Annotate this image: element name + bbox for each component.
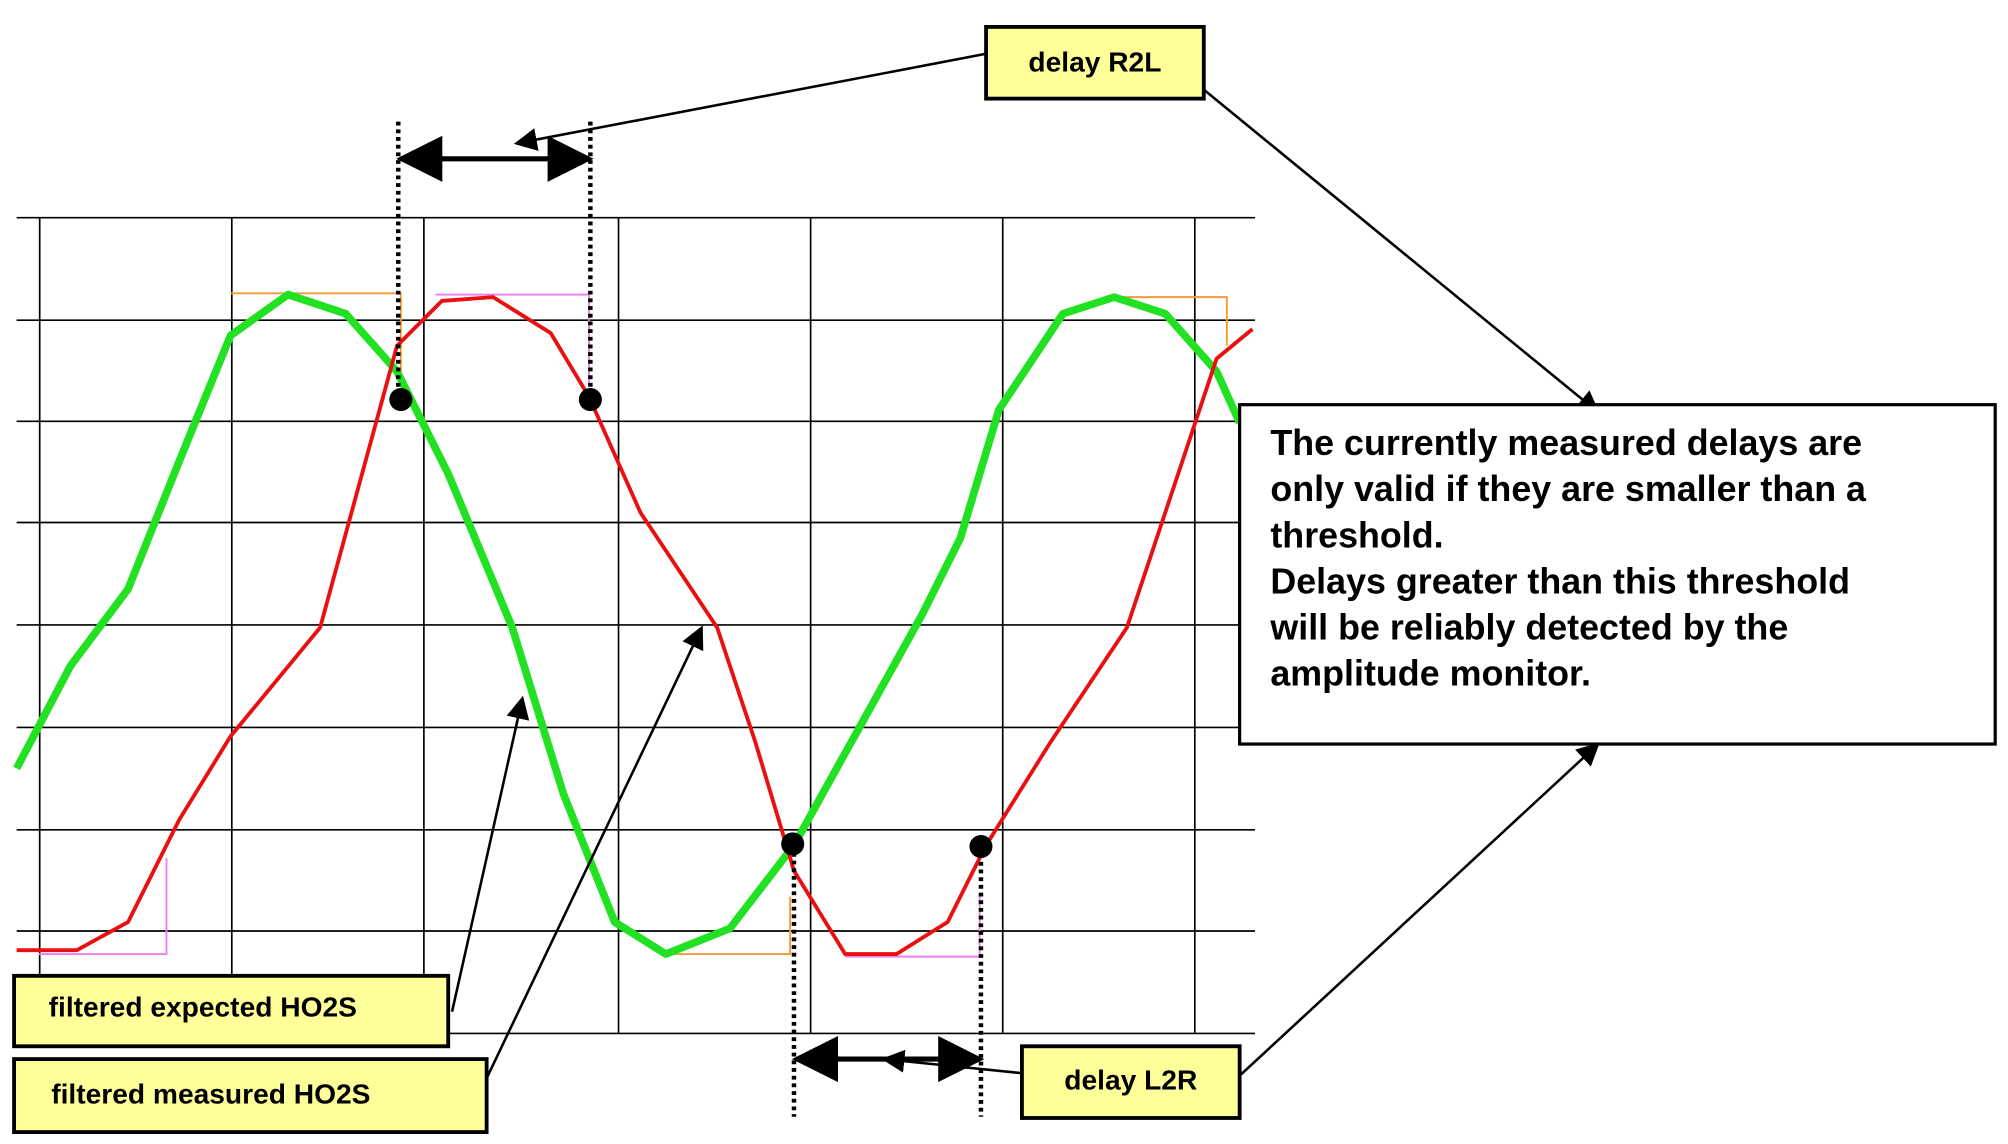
callout-box [12, 973, 451, 1049]
note-line: only valid if they are smaller than a [1270, 469, 1867, 509]
callout-box [12, 1057, 489, 1134]
note-line: The currently measured delays are [1270, 423, 1862, 463]
callout-label: filtered expected HO2S [49, 991, 357, 1023]
callout-label: delay L2R [1064, 1064, 1197, 1096]
delay-markers [389, 121, 993, 1117]
callout-arrows [450, 52, 1600, 1079]
note: The currently measured delays are only va… [1269, 423, 1867, 694]
callout-box [984, 24, 1206, 101]
note-line: threshold. [1270, 515, 1443, 555]
note-box [1238, 403, 1997, 746]
note-line: amplitude monitor. [1270, 654, 1591, 694]
callout-box [1020, 1044, 1242, 1120]
measured-curve [16, 295, 1254, 956]
expected-curve [13, 290, 1244, 958]
note-line: will be reliably detected by the [1269, 608, 1788, 648]
note-line: Delays greater than this threshold [1270, 561, 1850, 601]
callout-label: filtered measured HO2S [51, 1078, 370, 1110]
grid [16, 216, 1255, 1035]
callout-label: delay R2L [1028, 45, 1161, 77]
